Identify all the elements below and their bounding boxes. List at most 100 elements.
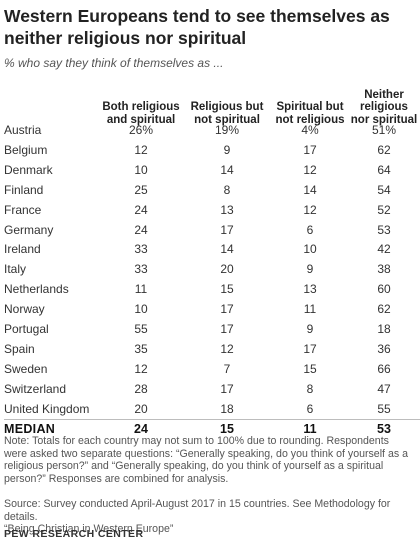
country-label: Sweden — [4, 361, 48, 376]
chart-title: Western Europeans tend to see themselves… — [4, 6, 390, 48]
column-header-both: Both religious and spiritual — [102, 101, 180, 126]
table-cell: 24 — [134, 202, 148, 217]
table-cell: 36 — [377, 341, 391, 356]
table-cell: 20 — [134, 401, 148, 416]
table-row: Norway 10 17 11 62 — [0, 300, 420, 319]
chart-note: Note: Totals for each country may not su… — [4, 435, 414, 485]
table-cell: 11 — [134, 282, 148, 297]
table-cell: 28 — [134, 381, 148, 396]
country-label: Norway — [4, 302, 45, 317]
table-cell: 14 — [220, 242, 234, 257]
country-label: Italy — [4, 262, 27, 277]
table-cell: 10 — [134, 302, 148, 317]
table-cell: 55 — [134, 322, 148, 336]
table-row: Italy 33 20 9 38 — [0, 260, 420, 279]
table-cell: 12 — [134, 361, 148, 376]
table-cell: 60 — [377, 282, 391, 297]
table-cell: 11 — [303, 302, 317, 317]
table-cell: 13 — [220, 202, 234, 217]
source-report: “Being Christian in Western Europe” — [4, 523, 174, 535]
table-cell: 15 — [220, 282, 234, 297]
median-label: MEDIAN — [4, 421, 56, 436]
table-row: Ireland 33 14 10 42 — [0, 240, 420, 259]
country-label: Germany — [4, 222, 54, 237]
table-cell: 35 — [134, 341, 148, 356]
table-cell: 33 — [134, 242, 148, 257]
table-row: Denmark 10 14 12 64 — [0, 161, 420, 180]
table-cell: 62 — [377, 302, 391, 317]
note-text: Note: Totals for each country may not su… — [4, 435, 408, 485]
table-cell: 20 — [220, 262, 234, 277]
country-label: Netherlands — [4, 282, 69, 297]
table-row: United Kingdom 20 18 6 55 — [0, 400, 420, 419]
table-cell: 42 — [377, 242, 391, 257]
table-row: Finland 25 8 14 54 — [0, 181, 420, 200]
column-header-spiritual-only: Spiritual but not religious — [275, 101, 345, 126]
table-cell: 19% — [214, 123, 240, 137]
table-cell: 9 — [306, 262, 314, 277]
table-cell: 18 — [377, 322, 391, 336]
table-cell: 38 — [377, 262, 391, 277]
country-label: Switzerland — [4, 381, 67, 396]
table-cell: 47 — [377, 381, 391, 396]
country-label: United Kingdom — [4, 401, 90, 416]
country-label: Finland — [4, 182, 44, 197]
table-cell: 33 — [134, 262, 148, 277]
table-cell: 62 — [377, 142, 391, 157]
column-header-religious-only: Religious but not spiritual — [190, 101, 264, 126]
table-cell: 14 — [303, 182, 317, 197]
table-row: Spain 35 12 17 36 — [0, 340, 420, 359]
table-cell: 24 — [134, 222, 148, 237]
table-cell: 17 — [303, 142, 317, 157]
median-divider — [4, 418, 420, 420]
table-cell: 51% — [371, 123, 397, 137]
table-row: Portugal 55 17 9 18 — [0, 320, 420, 339]
table-cell: 18 — [220, 401, 234, 416]
table-cell: 10 — [303, 242, 317, 257]
table-row: Sweden 12 7 15 66 — [0, 360, 420, 379]
country-label: Denmark — [4, 162, 53, 177]
table-row: Austria 26% 19% 4% 51% — [0, 121, 420, 140]
table-cell: 17 — [220, 222, 234, 237]
country-label: France — [4, 202, 42, 217]
table-cell: 9 — [306, 322, 314, 336]
table-cell: 24 — [134, 421, 148, 436]
column-header-neither: Neither religious nor spiritual — [350, 88, 418, 126]
table-cell: 53 — [377, 222, 391, 237]
table-cell: 17 — [220, 322, 234, 336]
table-cell: 25 — [134, 182, 148, 197]
table-cell: 12 — [303, 162, 317, 177]
table-cell: 9 — [223, 142, 231, 157]
table-cell: 6 — [306, 222, 314, 237]
table-cell: 54 — [377, 182, 391, 197]
table-cell: 26% — [128, 123, 154, 137]
table-cell: 15 — [303, 361, 317, 376]
table-cell: 14 — [220, 162, 234, 177]
table-cell: 13 — [303, 282, 317, 297]
source-line: Source: Survey conducted April-August 20… — [4, 498, 391, 523]
table-cell: 17 — [303, 341, 317, 356]
table-cell: 12 — [134, 142, 148, 157]
table-cell: 12 — [220, 341, 234, 356]
table-cell: 8 — [223, 182, 231, 197]
table-cell: 55 — [377, 401, 391, 416]
table-row: Switzerland 28 17 8 47 — [0, 380, 420, 399]
table-row: Belgium 12 9 17 62 — [0, 141, 420, 160]
table-cell: 52 — [377, 202, 391, 217]
table-row: Germany 24 17 6 53 — [0, 221, 420, 240]
table-cell: 4% — [301, 123, 319, 137]
table-row: France 24 13 12 52 — [0, 201, 420, 220]
table-cell: 10 — [134, 162, 148, 177]
country-label: Austria — [4, 123, 42, 137]
table-cell: 15 — [220, 421, 234, 436]
country-label: Spain — [4, 341, 35, 356]
table-cell: 17 — [220, 381, 234, 396]
country-label: Portugal — [4, 322, 49, 336]
table-cell: 64 — [377, 162, 391, 177]
table-cell: 12 — [303, 202, 317, 217]
chart-subtitle: % who say they think of themselves as ..… — [4, 56, 224, 70]
publisher-footer: PEW RESEARCH CENTER — [4, 528, 144, 540]
table-cell: 11 — [303, 421, 317, 436]
table-row: Netherlands 11 15 13 60 — [0, 280, 420, 299]
table-cell: 53 — [377, 421, 391, 436]
